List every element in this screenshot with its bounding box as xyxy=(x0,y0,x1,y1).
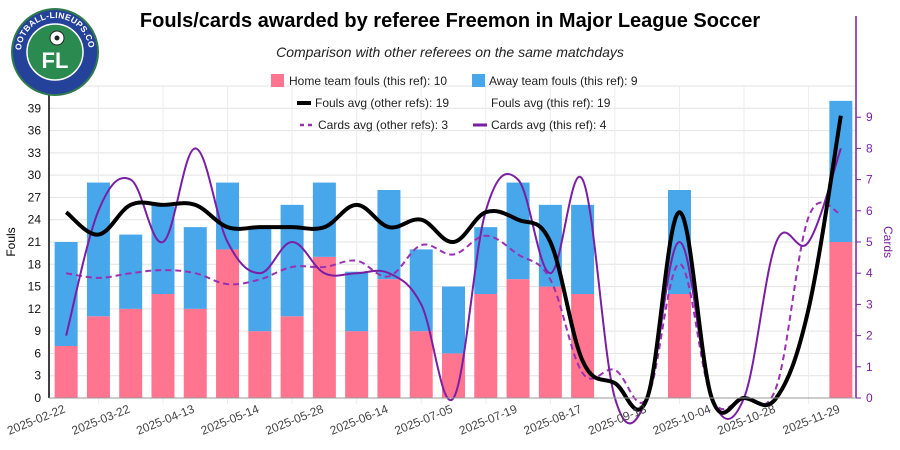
x-tick-label: 2025-08-17 xyxy=(522,402,584,438)
y-tick-label: 39 xyxy=(28,101,42,115)
legend-item-fouls-avg-other[interactable]: Fouls avg (other refs): 19 xyxy=(297,96,449,110)
x-tick-label: 2025-07-19 xyxy=(457,402,519,438)
bar-home xyxy=(474,294,498,398)
chart-subtitle: Comparison with other referees on the sa… xyxy=(276,44,624,60)
bar-home xyxy=(151,294,175,398)
y2-tick-label: 6 xyxy=(866,204,873,218)
svg-text:FL: FL xyxy=(42,48,69,73)
bar-away xyxy=(442,286,465,354)
bar-home xyxy=(667,294,691,398)
legend-item-cards-avg-this[interactable]: Cards avg (this ref): 4 xyxy=(473,118,607,132)
y-tick-label: 21 xyxy=(28,235,42,249)
bar-away xyxy=(183,227,207,309)
legend: Home team fouls (this ref): 10 Away team… xyxy=(271,74,638,132)
bar-home xyxy=(409,331,433,398)
x-tick-label: 2025-03-22 xyxy=(70,402,132,438)
x-tick-label: 2025-10-28 xyxy=(715,402,777,438)
y-axis-label: Fouls xyxy=(4,227,18,256)
y-tick-label: 0 xyxy=(34,391,41,405)
bar-away xyxy=(248,227,272,332)
bar-away xyxy=(571,204,595,294)
legend-label-fouls-avg-other: Fouls avg (other refs): 19 xyxy=(315,96,449,110)
y2-tick-label: 7 xyxy=(866,173,873,187)
bar-away xyxy=(312,182,336,257)
y2-tick-label: 8 xyxy=(866,141,873,155)
chart-title: Fouls/cards awarded by referee Freemon i… xyxy=(140,10,760,32)
legend-label-away: Away team fouls (this ref): 9 xyxy=(489,74,638,88)
bar-home xyxy=(345,331,369,398)
bar-home xyxy=(571,294,595,398)
bar-home xyxy=(506,279,530,398)
bar-away xyxy=(377,190,401,280)
legend-swatch-away xyxy=(472,74,485,87)
bar-away xyxy=(216,182,240,250)
bar-away xyxy=(151,204,175,294)
y-tick-label: 12 xyxy=(28,302,42,316)
y2-tick-label: 3 xyxy=(866,297,873,311)
x-tick-label: 2025-07-05 xyxy=(392,402,454,438)
y-tick-label: 30 xyxy=(28,168,42,182)
x-tick-label: 2025-05-14 xyxy=(199,402,261,438)
x-tick-label: 2025-02-22 xyxy=(5,402,67,438)
bar-away xyxy=(829,100,853,242)
bar-away xyxy=(409,249,433,332)
bar-home xyxy=(248,331,272,398)
legend-item-fouls-avg-this[interactable]: Fouls avg (this ref): 19 xyxy=(491,96,611,110)
bar-away xyxy=(119,234,143,309)
bar-home xyxy=(312,256,336,398)
legend-item-home[interactable]: Home team fouls (this ref): 10 xyxy=(271,74,447,88)
y-tick-label: 3 xyxy=(34,369,41,383)
bar-home xyxy=(183,308,207,398)
bars xyxy=(54,100,853,398)
bar-away xyxy=(86,182,110,317)
bar-home xyxy=(280,316,304,398)
y-tick-label: 15 xyxy=(28,280,42,294)
legend-item-cards-avg-other[interactable]: Cards avg (other refs): 3 xyxy=(300,118,448,132)
y-tick-label: 27 xyxy=(28,190,42,204)
bar-home xyxy=(377,279,401,398)
legend-item-away[interactable]: Away team fouls (this ref): 9 xyxy=(472,74,638,88)
bar-home xyxy=(86,316,110,398)
legend-label-fouls-avg-this: Fouls avg (this ref): 19 xyxy=(491,96,611,110)
bar-home xyxy=(442,353,465,398)
y-tick-label: 6 xyxy=(34,346,41,360)
y-tick-label: 36 xyxy=(28,124,42,138)
x-tick-label: 2025-04-13 xyxy=(134,402,196,438)
y2-tick-label: 9 xyxy=(866,110,873,124)
bar-home xyxy=(829,242,853,398)
y2-tick-label: 5 xyxy=(866,235,873,249)
y2-tick-label: 2 xyxy=(866,329,873,343)
legend-swatch-home xyxy=(271,74,284,87)
bar-home xyxy=(538,286,562,398)
x-tick-label: 2025-11-29 xyxy=(781,402,843,438)
y2-axis-label: Cards xyxy=(881,226,895,258)
legend-label-cards-avg-other: Cards avg (other refs): 3 xyxy=(318,118,448,132)
y-tick-label: 33 xyxy=(28,146,42,160)
bar-away xyxy=(345,271,369,332)
x-tick-label: 2025-10-04 xyxy=(651,402,713,438)
y2-tick-label: 0 xyxy=(866,391,873,405)
legend-label-cards-avg-this: Cards avg (this ref): 4 xyxy=(491,118,607,132)
y2-tick-label: 1 xyxy=(866,360,873,374)
y-tick-label: 18 xyxy=(28,257,42,271)
bar-away xyxy=(280,204,304,317)
bar-home xyxy=(54,346,78,398)
line-fouls-avg-other xyxy=(64,115,843,415)
bar-home xyxy=(119,308,143,398)
x-tick-label: 2025-06-14 xyxy=(328,402,390,438)
y2-tick-label: 4 xyxy=(866,266,873,280)
legend-label-home: Home team fouls (this ref): 10 xyxy=(289,74,447,88)
y-tick-label: 24 xyxy=(28,213,42,227)
line-cards-avg-other xyxy=(65,201,842,411)
y-tick-label: 9 xyxy=(34,324,41,338)
logo: FOOTBALL-LINEUPS.COM FL xyxy=(0,0,99,96)
x-tick-label: 2025-05-28 xyxy=(263,402,325,438)
bar-away xyxy=(506,182,530,280)
bar-away xyxy=(54,242,78,346)
bar-home xyxy=(216,249,240,398)
